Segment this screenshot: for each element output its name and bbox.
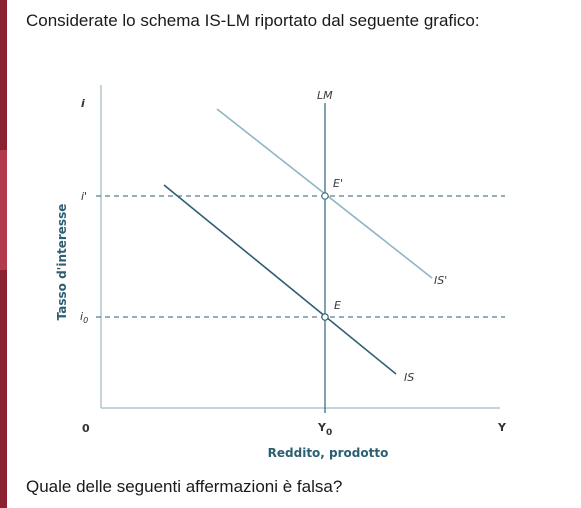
y-axis-title: Tasso d'interesse xyxy=(55,204,69,321)
point-e-label: E xyxy=(334,299,341,312)
lm-curve-label: LM xyxy=(317,89,333,102)
tick-y0: Y0 xyxy=(317,421,332,438)
is-curve xyxy=(163,184,397,375)
x-axis-title: Reddito, prodotto xyxy=(268,446,389,460)
left-accent-bar xyxy=(0,0,7,508)
left-accent-highlight xyxy=(0,150,7,270)
question-prompt: Quale delle seguenti affermazioni è fals… xyxy=(26,477,343,496)
is-shifted-curve-label: IS' xyxy=(434,274,447,287)
question-intro: Considerate lo schema IS-LM riportato da… xyxy=(26,11,480,30)
point-e-shifted-label: E' xyxy=(333,177,343,190)
point-e-shifted-marker xyxy=(321,192,329,200)
x-axis-symbol: Y xyxy=(497,421,507,434)
tick-i-prime: i' xyxy=(81,190,87,203)
is-curve-label: IS xyxy=(404,371,414,384)
y-axis-symbol: i xyxy=(81,97,85,110)
tick-i0: i0 xyxy=(80,310,88,325)
origin-label: 0 xyxy=(82,422,90,435)
point-e-marker xyxy=(321,313,329,321)
